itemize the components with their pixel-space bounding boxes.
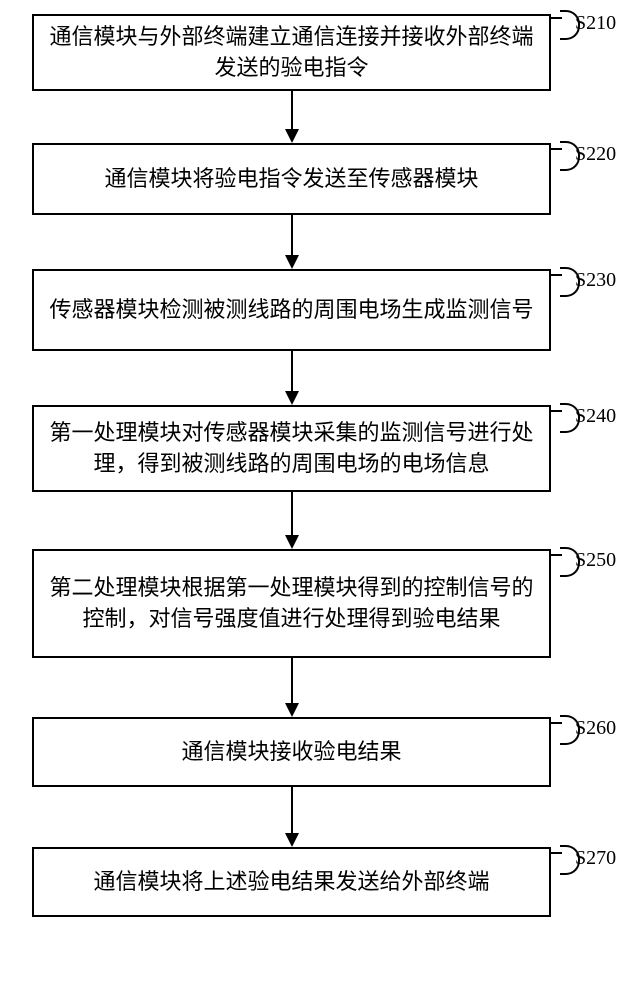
flow-node-text: 传感器模块检测被测线路的周围电场生成监测信号 xyxy=(49,295,533,326)
flow-node-s260: 通信模块接收验电结果 xyxy=(32,717,551,787)
flowchart-canvas: 通信模块与外部终端建立通信连接并接收外部终端发送的验电指令 S210 通信模块将验电… xyxy=(0,0,627,1000)
label-connector-curve xyxy=(560,267,580,297)
label-connector xyxy=(551,148,562,150)
arrow-line xyxy=(291,351,293,391)
label-connector-curve xyxy=(560,403,580,433)
flow-node-s220: 通信模块将验电指令发送至传感器模块 xyxy=(32,143,551,215)
flow-node-s230: 传感器模块检测被测线路的周围电场生成监测信号 xyxy=(32,269,551,351)
flow-node-text: 通信模块接收验电结果 xyxy=(181,737,401,768)
label-connector xyxy=(551,410,562,412)
label-connector-curve xyxy=(560,547,580,577)
label-connector xyxy=(551,274,562,276)
step-label-s220: S220 xyxy=(575,143,616,166)
flow-node-text: 通信模块将验电指令发送至传感器模块 xyxy=(104,164,478,195)
step-label-s270: S270 xyxy=(575,847,616,870)
arrow-head-icon xyxy=(285,703,299,717)
arrow-line xyxy=(291,91,293,129)
label-connector-curve xyxy=(560,845,580,875)
label-connector xyxy=(551,852,562,854)
arrow-line xyxy=(291,658,293,703)
arrow-line xyxy=(291,492,293,535)
arrow-head-icon xyxy=(285,391,299,405)
arrow-head-icon xyxy=(285,833,299,847)
flow-node-text: 第一处理模块对传感器模块采集的监测信号进行处理，得到被测线路的周围电场的电场信息 xyxy=(44,418,539,480)
label-connector xyxy=(551,554,562,556)
step-label-s230: S230 xyxy=(575,269,616,292)
arrow-line xyxy=(291,787,293,833)
arrow-head-icon xyxy=(285,129,299,143)
step-label-s260: S260 xyxy=(575,717,616,740)
step-label-s210: S210 xyxy=(575,12,616,35)
label-connector-curve xyxy=(560,10,580,40)
step-label-s250: S250 xyxy=(575,549,616,572)
flow-node-text: 通信模块与外部终端建立通信连接并接收外部终端发送的验电指令 xyxy=(44,22,539,84)
label-connector xyxy=(551,17,562,19)
label-connector xyxy=(551,722,562,724)
flow-node-s250: 第二处理模块根据第一处理模块得到的控制信号的控制，对信号强度值进行处理得到验电结… xyxy=(32,549,551,658)
label-connector-curve xyxy=(560,715,580,745)
flow-node-s240: 第一处理模块对传感器模块采集的监测信号进行处理，得到被测线路的周围电场的电场信息 xyxy=(32,405,551,492)
arrow-head-icon xyxy=(285,255,299,269)
flow-node-s270: 通信模块将上述验电结果发送给外部终端 xyxy=(32,847,551,917)
label-connector-curve xyxy=(560,141,580,171)
flow-node-text: 第二处理模块根据第一处理模块得到的控制信号的控制，对信号强度值进行处理得到验电结… xyxy=(44,573,539,635)
flow-node-s210: 通信模块与外部终端建立通信连接并接收外部终端发送的验电指令 xyxy=(32,14,551,91)
arrow-line xyxy=(291,215,293,255)
arrow-head-icon xyxy=(285,535,299,549)
step-label-s240: S240 xyxy=(575,405,616,428)
flow-node-text: 通信模块将上述验电结果发送给外部终端 xyxy=(93,867,489,898)
